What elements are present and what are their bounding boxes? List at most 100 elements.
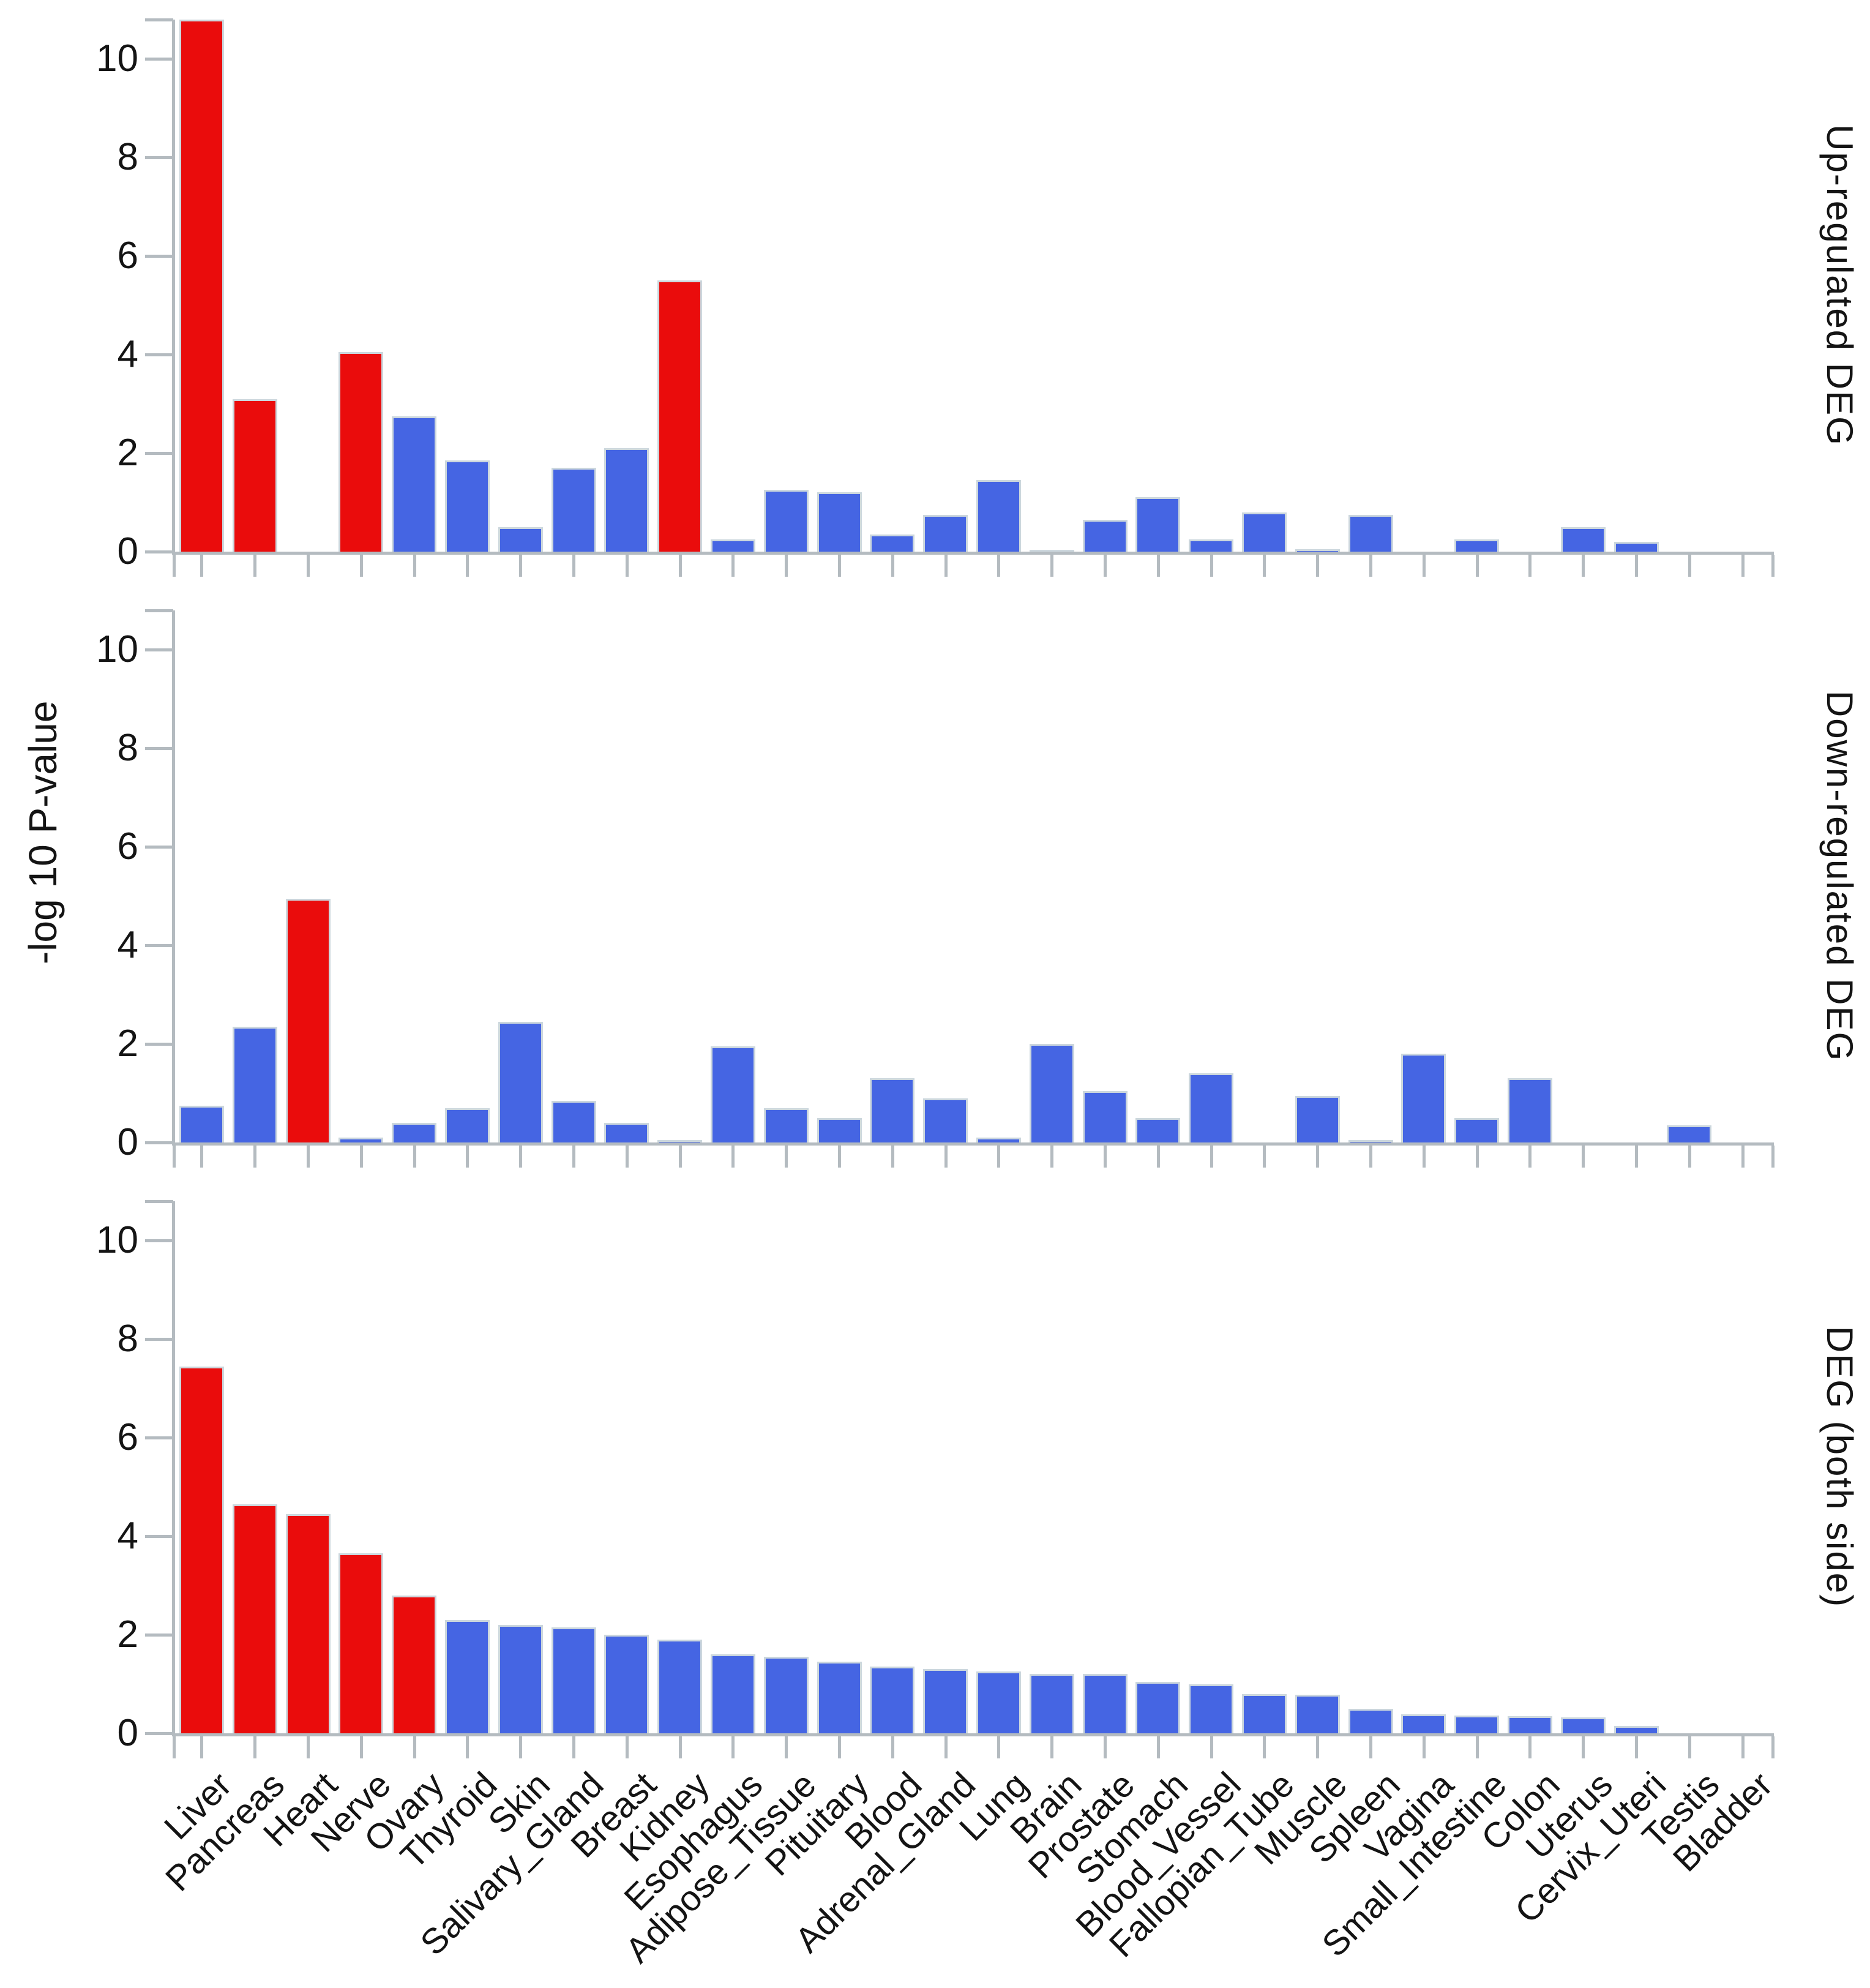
y-tick [145,648,173,652]
bar-adrenal_gland [923,515,968,552]
y-tick-label: 8 [117,727,138,770]
bar-esophagus [711,1654,755,1733]
y-tick-label: 0 [117,530,138,572]
x-tick [1316,1736,1320,1758]
x-tick [1422,1146,1426,1168]
y-tick-label: 0 [117,1121,138,1163]
x-tick [1771,1146,1775,1168]
x-tick [1156,1736,1160,1758]
y-tick [145,846,173,849]
x-tick [625,1146,629,1168]
y-tick-label: 10 [96,628,138,671]
x-tick [891,1736,894,1758]
x-tick [413,1736,416,1758]
x-tick [572,1736,575,1758]
bar-breast [604,1635,649,1733]
x-tick [253,555,257,577]
bar-blood_vessel [1189,539,1233,552]
bar-adipose_tissue [764,490,809,552]
x-tick [1104,1146,1107,1168]
x-tick [1582,1146,1585,1168]
bar-salivary_gland [552,1627,596,1733]
x-tick [944,1146,948,1168]
y-tick-label: 2 [117,1613,138,1656]
x-tick [678,1736,682,1758]
x-tick [1156,555,1160,577]
bar-muscle [1295,1096,1340,1142]
y-tick-label: 10 [96,1219,138,1262]
x-tick [1369,1736,1372,1758]
x-tick [891,555,894,577]
x-tick [1771,1736,1775,1758]
x-tick [838,1736,841,1758]
x-axis-line [172,1733,1774,1736]
bar-small_intestine [1454,1716,1499,1733]
bar-muscle [1295,1695,1340,1733]
y-axis-line [172,610,175,1142]
bar-blood_vessel [1189,1073,1233,1142]
bar-pancreas [233,1027,277,1142]
x-tick [173,1146,176,1168]
bar-skin [498,527,543,552]
bar-lung [976,1138,1021,1142]
bar-colon [1508,1078,1552,1142]
y-tick [145,1239,173,1243]
x-tick [200,555,204,577]
x-tick [785,1146,788,1168]
bar-kidney [657,1640,702,1733]
x-tick [359,1146,363,1168]
x-tick [413,1146,416,1168]
bar-thyroid [445,1108,490,1142]
bar-vagina [1401,1054,1446,1142]
bar-adipose_tissue [764,1657,809,1733]
bar-kidney [657,280,702,552]
y-tick [145,156,173,160]
bar-uterus [1561,527,1606,552]
y-tick-label: 2 [117,1022,138,1065]
x-tick [1741,1736,1745,1758]
bar-liver [179,1106,224,1142]
x-tick [307,555,310,577]
x-tick [519,555,523,577]
x-tick [1210,555,1213,577]
y-axis-end-tick [145,609,173,612]
x-tick [838,555,841,577]
x-tick [944,555,948,577]
bar-stomach [1135,1682,1180,1733]
bar-colon [1508,1716,1552,1733]
x-tick [1369,555,1372,577]
bar-nerve [338,1138,383,1142]
x-tick [1688,555,1691,577]
x-tick [466,1736,469,1758]
x-tick [1475,1146,1479,1168]
bar-prostate [1083,1091,1128,1142]
x-tick [1741,1146,1745,1168]
x-tick [253,1146,257,1168]
bar-vagina [1401,1714,1446,1733]
bar-heart [286,899,331,1142]
bar-thyroid [445,1620,490,1733]
panel-title-up-regulated: Up-regulated DEG [1819,124,1860,446]
bar-salivary_gland [552,468,596,552]
bar-stomach [1135,497,1180,552]
bar-brain [1030,550,1074,552]
y-tick-label: 8 [117,1318,138,1360]
x-tick [678,1146,682,1168]
bar-ovary [392,1596,436,1733]
y-tick [145,1634,173,1637]
x-tick [359,555,363,577]
bar-blood [870,535,914,552]
x-tick [785,1736,788,1758]
bar-lung [976,480,1021,552]
bar-brain [1030,1674,1074,1733]
panel-title-down-regulated: Down-regulated DEG [1819,690,1860,1062]
x-tick [572,555,575,577]
bar-breast [604,1123,649,1142]
bar-testis [1667,1125,1711,1142]
x-tick [1528,555,1532,577]
x-tick [1528,1146,1532,1168]
x-tick [1635,1146,1638,1168]
bar-cervix_uteri [1614,542,1659,552]
y-tick-label: 6 [117,825,138,868]
